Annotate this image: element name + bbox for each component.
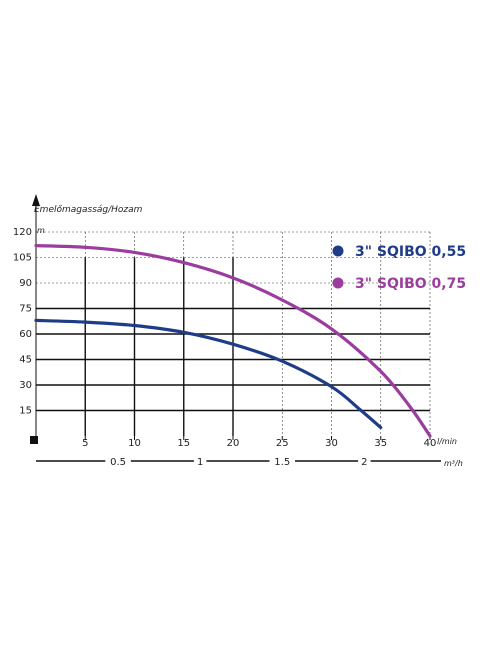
series-curve-2: [34, 244, 432, 438]
grid: [36, 231, 431, 436]
axes: [30, 194, 441, 462]
legend-marker-1: [332, 245, 344, 257]
y-tick-label: 30: [19, 380, 32, 391]
y-tick-label: 15: [19, 406, 32, 417]
x2-tick-labels: 0.5 1 1.5 2: [105, 454, 371, 468]
legend-marker-2: [332, 277, 344, 289]
x-tick-label: 35: [374, 438, 387, 449]
y-tick-label: 90: [19, 278, 32, 289]
x-tick-label: 5: [82, 438, 88, 449]
y-tick-label: 75: [19, 304, 32, 315]
y-axis-unit: m: [37, 226, 45, 235]
x2-tick-label: 1.5: [274, 457, 290, 468]
x-tick-label: 10: [128, 438, 141, 449]
x-axis-unit: l/min: [437, 437, 457, 446]
series-curve-1: [34, 318, 383, 430]
y-axis-arrow: [32, 194, 40, 206]
x2-tick-bg: [105, 454, 131, 468]
x2-axis-unit: m³/h: [444, 459, 463, 468]
x-tick-labels: 5 10 15 20 25 30 35 40: [82, 438, 436, 449]
y-tick-label: 60: [19, 329, 32, 340]
y-tick-label: 105: [13, 253, 32, 264]
x2-tick-label: 0.5: [110, 457, 126, 468]
y-tick-label: 45: [19, 355, 32, 366]
x-tick-label: 15: [177, 438, 190, 449]
x2-tick-label: 1: [197, 457, 203, 468]
y-axis-label: Emelőmagasság/Hozam: [34, 205, 143, 215]
x2-tick-bg: [269, 454, 295, 468]
x-tick-label: 20: [227, 438, 240, 449]
x-tick-label: 25: [276, 438, 289, 449]
y-tick-label: 120: [13, 227, 32, 238]
x2-tick-bg: [358, 454, 371, 468]
legend: 3" SQIBO 0,55 3" SQIBO 0,75: [332, 244, 466, 292]
y-tick-labels: 15 30 45 60 75 90 105 120: [13, 227, 32, 417]
legend-label-1: 3" SQIBO 0,55: [355, 244, 466, 260]
legend-label-2: 3" SQIBO 0,75: [355, 276, 466, 292]
series-curves: [34, 244, 432, 438]
x-tick-label: 40: [424, 438, 437, 449]
x2-tick-label: 2: [361, 457, 367, 468]
x-tick-label: 30: [325, 438, 338, 449]
x2-tick-bg: [193, 454, 207, 468]
origin-marker: [30, 436, 38, 444]
